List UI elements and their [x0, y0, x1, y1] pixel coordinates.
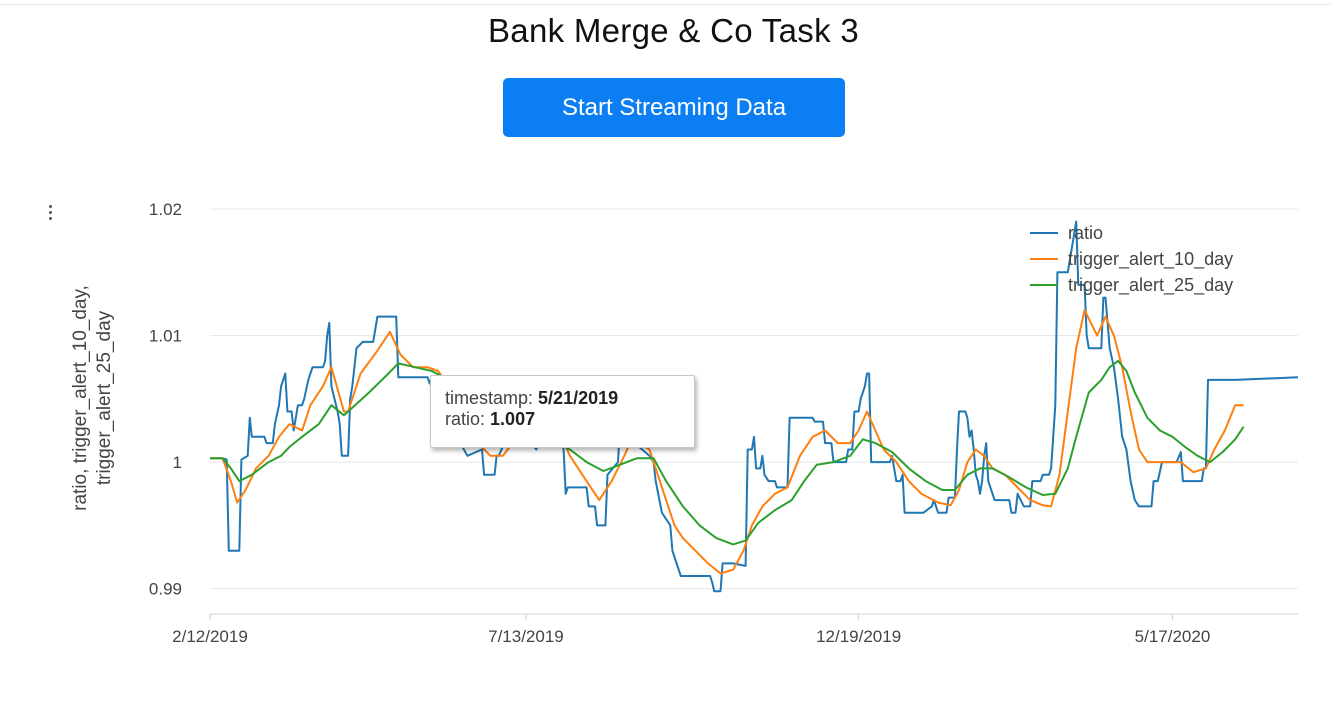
x-tick-label: 5/17/2020 [1135, 627, 1211, 646]
series-line-trigger-alert-25-day[interactable] [210, 359, 1245, 546]
y-tick-label: 1 [173, 453, 182, 472]
legend[interactable]: ratio trigger_alert_10_day trigger_alert_2… [1030, 223, 1233, 296]
tooltip-ratio-value: 1.007 [490, 409, 536, 429]
y-tick-label: 1.02 [149, 200, 182, 219]
legend-label[interactable]: trigger_alert_10_day [1068, 249, 1233, 270]
top-divider [0, 4, 1331, 5]
y-tick-label: 0.99 [149, 580, 182, 599]
legend-label[interactable]: trigger_alert_25_day [1068, 275, 1233, 296]
series-line-trigger-alert-10-day[interactable] [210, 309, 1244, 575]
axis-layer: 0.99 1 1.01 1.02 2/12/2019 7/13/2019 12/19/201… [149, 200, 1298, 646]
legend-label[interactable]: ratio [1068, 223, 1103, 243]
more-options-icon[interactable] [44, 200, 56, 224]
x-tick-label: 2/12/2019 [172, 627, 248, 646]
tooltip-timestamp-label: timestamp: [445, 388, 534, 408]
start-streaming-button[interactable]: Start Streaming Data [503, 78, 845, 137]
series-layer [210, 220, 1299, 593]
hover-tooltip: timestamp: 5/21/2019 ratio: 1.007 [430, 375, 695, 448]
y-tick-label: 1.01 [149, 327, 182, 346]
tooltip-timestamp-row: timestamp: 5/21/2019 [445, 388, 694, 409]
page-title: Bank Merge & Co Task 3 [487, 12, 859, 49]
tooltip-ratio-row: ratio: 1.007 [445, 409, 694, 430]
x-tick-label: 12/19/2019 [816, 627, 901, 646]
series-line-ratio[interactable] [210, 220, 1299, 593]
x-tick-label: 7/13/2019 [488, 627, 564, 646]
tooltip-timestamp-value: 5/21/2019 [538, 388, 619, 408]
tooltip-ratio-label: ratio: [445, 409, 486, 429]
